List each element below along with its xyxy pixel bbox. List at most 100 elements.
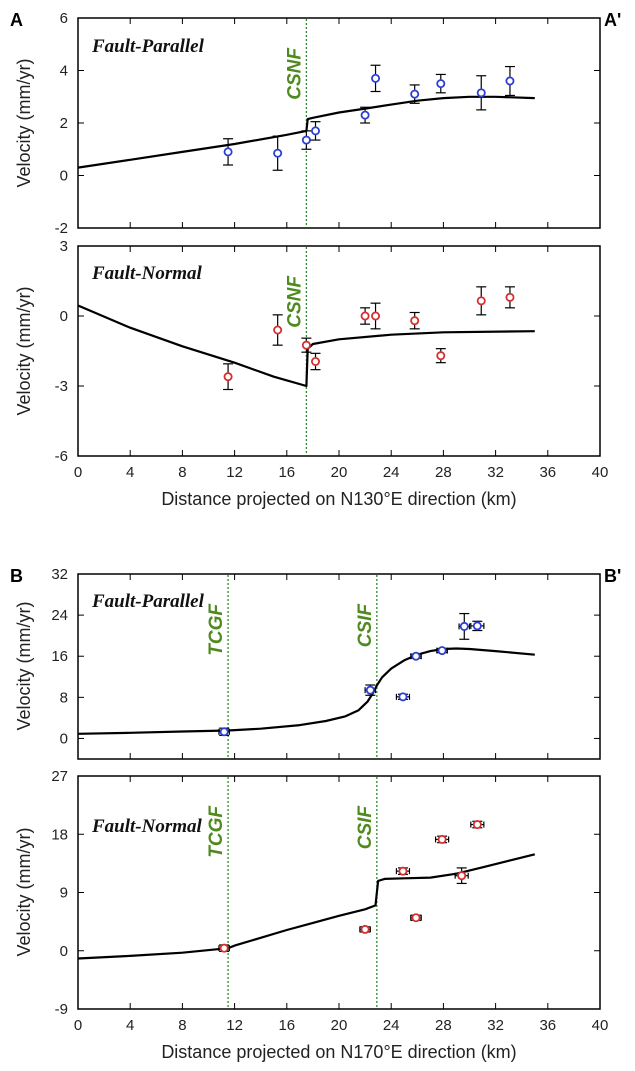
x-tick-label: 40 [592, 464, 609, 481]
model-curve [77, 304, 535, 388]
model-curve [77, 853, 536, 960]
data-point [272, 135, 283, 171]
data-marker [273, 325, 283, 335]
data-marker [301, 135, 311, 145]
data-marker [437, 646, 447, 656]
x-tick-label: 32 [487, 464, 504, 481]
data-point [223, 363, 234, 391]
panel-b-xlabel: Distance projected on N170°E direction (… [161, 1042, 516, 1062]
data-point [218, 943, 230, 953]
model-curve [77, 647, 535, 735]
panel-b-top-plot: 0 8 16 24 32 TCGF CSIF [51, 566, 601, 759]
fault-label-tcgf: TCGF [206, 603, 227, 656]
corner-label-a-prime: A' [604, 10, 621, 30]
y-tick-label: 0 [60, 308, 68, 325]
y-tick-label: -6 [55, 448, 68, 465]
data-marker [472, 621, 482, 631]
data-marker [436, 351, 446, 361]
y-tick-label: 4 [60, 63, 68, 80]
y-tick-label: 16 [51, 648, 68, 665]
corner-label-a: A [10, 10, 23, 30]
x-tick-label: 20 [331, 464, 348, 481]
data-marker [360, 110, 370, 120]
data-point [470, 620, 485, 632]
data-point [504, 286, 515, 309]
data-point [395, 866, 411, 876]
x-tick-label: 28 [435, 464, 452, 481]
x-tick-label: 8 [178, 464, 186, 481]
x-tick-label: 16 [278, 1017, 295, 1034]
x-tick-label: 16 [278, 464, 295, 481]
y-tick-label: 0 [60, 168, 68, 185]
panel-a-bottom-ylabel: Velocity (mm/yr) [14, 286, 34, 415]
panel-a-xlabel: Distance projected on N130°E direction (… [161, 489, 516, 509]
x-tick-label: 4 [126, 1017, 134, 1034]
data-marker [371, 311, 381, 321]
data-point [301, 130, 312, 150]
data-point [310, 352, 321, 371]
panel-b-bottom-ylabel: Velocity (mm/yr) [14, 827, 34, 956]
data-point [436, 646, 448, 656]
data-marker [505, 292, 515, 302]
y-tick-label: 2 [60, 115, 68, 132]
panel-a-top-plot: -2 0 2 4 6 CSNF [55, 10, 601, 237]
data-point [409, 84, 420, 104]
data-point [410, 913, 422, 923]
y-tick-label: 0 [60, 943, 68, 960]
data-point [360, 307, 371, 325]
data-marker [411, 913, 421, 923]
corner-label-b: B [10, 566, 23, 586]
data-point [370, 64, 381, 93]
data-marker [437, 834, 447, 844]
data-point [395, 692, 411, 702]
x-tick-label: 40 [592, 1017, 609, 1034]
panel-b-bottom-title: Fault-Normal [91, 816, 203, 837]
x-tick-label: 24 [383, 464, 400, 481]
data-point [458, 612, 471, 640]
x-tick-label: 28 [435, 1017, 452, 1034]
data-point [360, 106, 371, 124]
data-point [223, 138, 234, 166]
data-marker [360, 311, 370, 321]
x-tick-label: 0 [74, 464, 82, 481]
panel-a-top-ylabel: Velocity (mm/yr) [14, 58, 34, 187]
y-tick-label: 9 [60, 885, 68, 902]
fault-label-csnf: CSNF [284, 47, 305, 100]
panel-a-bottom-plot: 0 4 8 12 16 20 24 28 32 36 40 -6 -3 0 3 CSNF [55, 238, 609, 481]
data-marker [219, 727, 229, 737]
data-point [370, 302, 381, 330]
y-tick-label: 32 [51, 566, 68, 583]
fault-label-tcgf: TCGF [206, 805, 227, 858]
x-tick-label: 36 [539, 1017, 556, 1034]
data-point [364, 684, 377, 696]
x-tick-label: 24 [383, 1017, 400, 1034]
data-point [476, 286, 487, 316]
data-point [310, 121, 321, 141]
y-tick-label: 3 [60, 238, 68, 255]
panel-a-top-title: Fault-Parallel [91, 36, 205, 57]
data-point [434, 834, 450, 844]
data-marker [398, 692, 408, 702]
panel-b-top-ylabel: Velocity (mm/yr) [14, 601, 34, 730]
y-tick-label: 27 [51, 768, 68, 785]
data-marker [410, 316, 420, 326]
x-tick-label: 36 [539, 464, 556, 481]
data-marker [311, 126, 321, 136]
fault-label-csif: CSIF [355, 805, 376, 850]
fault-label-csnf: CSNF [284, 275, 305, 328]
data-marker [411, 651, 421, 661]
data-marker [398, 866, 408, 876]
y-tick-label: 8 [60, 689, 68, 706]
data-point [504, 65, 515, 97]
data-marker [436, 79, 446, 89]
x-tick-label: 0 [74, 1017, 82, 1034]
data-marker [223, 147, 233, 157]
data-marker [505, 76, 515, 86]
data-point [435, 73, 446, 94]
panel-a-bottom-title: Fault-Normal [91, 263, 203, 284]
data-marker [457, 871, 467, 881]
fault-label-csif: CSIF [355, 603, 376, 648]
y-tick-label: 18 [51, 826, 68, 843]
